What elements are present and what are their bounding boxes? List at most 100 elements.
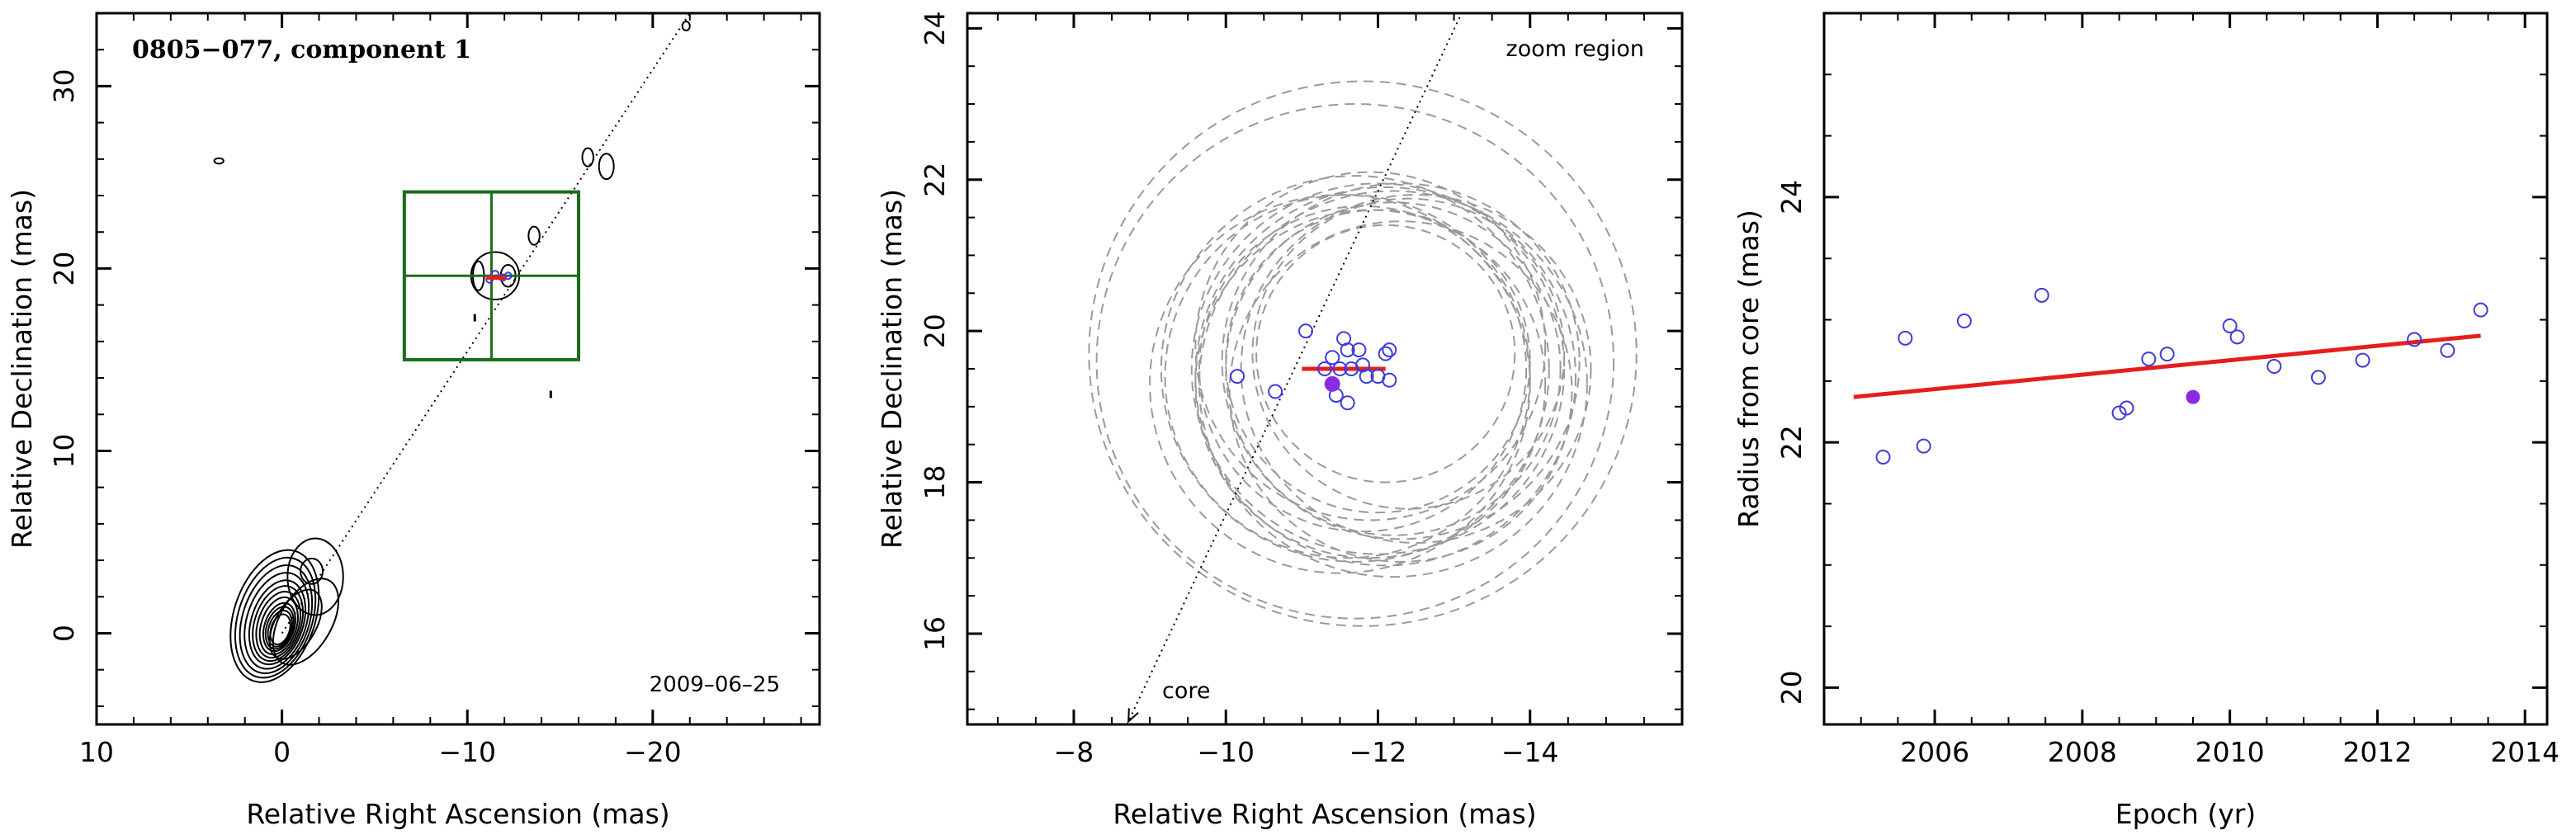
x-tick-label: 2010 (2196, 736, 2265, 768)
panel3-ticks: 2006 2008 2010 2012 2014 20 22 24 (1775, 12, 2559, 768)
core-contour (234, 556, 317, 679)
radius-point (1956, 314, 1972, 329)
core-contour (258, 596, 299, 656)
beam-circle (1088, 80, 1638, 627)
x-tick-label: 10 (79, 736, 114, 768)
jet-contour (681, 20, 691, 31)
radius-point (2229, 329, 2245, 345)
core-direction-line (1126, 13, 1463, 724)
jet-contour (527, 225, 541, 246)
panel-contour-map: 10 0 −10 −20 0 10 20 30 0805−077, component 1 2… (6, 12, 821, 830)
radius-point (1916, 438, 1931, 454)
y-tick-label: 22 (1775, 425, 1808, 460)
jet-direction-line (281, 13, 691, 635)
beam-circle (1190, 182, 1566, 555)
x-tick-label: 2012 (2342, 736, 2412, 768)
x-tick-label: −10 (438, 736, 496, 768)
radius-point (2111, 405, 2127, 421)
core-contour (268, 588, 323, 660)
position-point (1230, 369, 1245, 384)
core-contour (272, 578, 340, 666)
core-contour (243, 572, 310, 670)
panel-zoom-region: −8 −10 −12 −14 16 18 20 22 24 zoom region core R… (876, 11, 1684, 830)
x-tick-label: 2014 (2490, 736, 2559, 768)
beam-circle (1194, 171, 1547, 521)
core-arrowhead (1127, 708, 1139, 724)
y-tick-label: 20 (919, 314, 951, 348)
radius-point (2119, 400, 2134, 416)
radius-point (2159, 347, 2175, 362)
beam-circle (1251, 197, 1566, 510)
radius-point (2473, 302, 2489, 318)
jet-contour (213, 157, 225, 165)
panel1-x-axis-label: Relative Right Ascension (mas) (246, 798, 669, 830)
jet-contour (300, 557, 324, 585)
y-tick-label: 18 (919, 465, 951, 500)
panel1-plot-area (213, 13, 691, 683)
radius-point (2440, 342, 2455, 358)
panel1-title: 0805−077, component 1 (132, 35, 471, 64)
x-tick-label: 2008 (2048, 736, 2117, 768)
core-contour (255, 591, 301, 659)
position-point (1382, 342, 1397, 358)
panel1-epoch-annotation: 2009–06–25 (650, 672, 780, 697)
position-point (1325, 350, 1340, 366)
radius-point (1875, 450, 1891, 465)
radius-point (2310, 370, 2326, 385)
beam-circle (1160, 175, 1550, 563)
x-tick-label: −20 (624, 736, 682, 768)
position-point (1378, 346, 1393, 361)
x-tick-label: −10 (1197, 736, 1255, 768)
highlighted-epoch-point (1324, 375, 1340, 392)
beam-circle (1228, 220, 1573, 563)
x-tick-label: −8 (1054, 736, 1094, 768)
position-point (1297, 323, 1313, 339)
y-tick-label: 16 (919, 616, 951, 651)
y-tick-label: 22 (919, 163, 951, 197)
beam-circle (1221, 182, 1581, 540)
panel2-core-label: core (1162, 678, 1210, 704)
panel1-frame (95, 12, 821, 726)
panel3-frame (1822, 12, 2549, 726)
panel2-ticks: −8 −10 −12 −14 16 18 20 22 24 (919, 11, 1683, 768)
beam-circle (1194, 186, 1577, 567)
panel2-plot-area (1088, 13, 1638, 724)
core-contour (239, 564, 314, 675)
beam-circle (1240, 194, 1592, 544)
radius-point (2355, 352, 2370, 368)
beam-circle (1198, 190, 1588, 578)
radius-point (2141, 351, 2157, 367)
position-point (1268, 384, 1283, 399)
radius-point (2266, 359, 2282, 375)
radius-point (2222, 318, 2238, 333)
radius-point (1898, 330, 1913, 346)
panel-radius-vs-epoch: 2006 2008 2010 2012 2014 20 22 24 Epoch (yr) Ra… (1732, 12, 2559, 830)
core-contour (248, 579, 307, 666)
y-tick-label: 24 (1775, 180, 1808, 215)
panel3-plot-area (1853, 287, 2489, 465)
beam-circle (1194, 209, 1547, 559)
beam-circle (1095, 103, 1615, 620)
position-point (1359, 369, 1374, 384)
jet-contour (286, 537, 344, 616)
highlighted-epoch-point (2186, 389, 2200, 404)
x-tick-label: −12 (1349, 736, 1407, 768)
position-point (1351, 342, 1367, 358)
panel2-zoom-region-label: zoom region (1506, 36, 1644, 62)
position-point (1340, 395, 1355, 411)
y-tick-label: 20 (48, 251, 80, 285)
position-point (1332, 361, 1348, 376)
core-contour (229, 549, 320, 683)
y-tick-label: 10 (48, 433, 80, 468)
panel2-x-axis-label: Relative Right Ascension (mas) (1113, 798, 1536, 830)
y-tick-label: 20 (1775, 670, 1808, 705)
position-point (1340, 342, 1355, 358)
position-point (1382, 372, 1397, 388)
panel3-y-axis-label: Radius from core (mas) (1732, 210, 1765, 528)
x-tick-label: −14 (1501, 736, 1559, 768)
panel3-x-axis-label: Epoch (yr) (2115, 798, 2256, 830)
jet-contour (581, 147, 594, 167)
core-contour (267, 609, 293, 648)
core-contour (252, 585, 304, 663)
